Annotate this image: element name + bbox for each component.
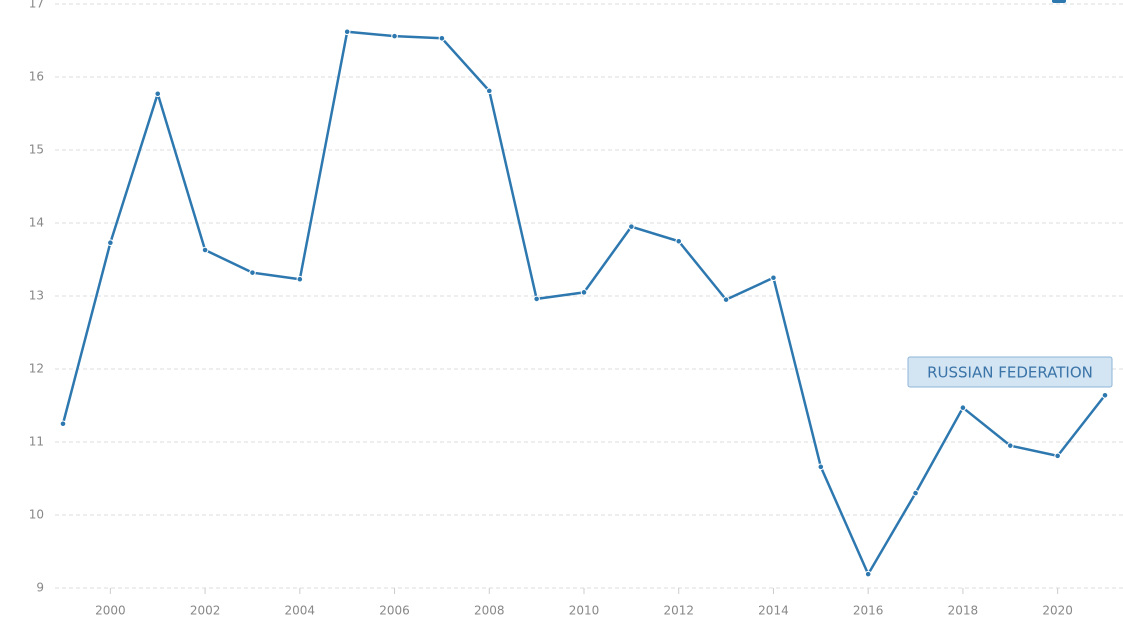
point xyxy=(770,274,777,282)
point xyxy=(959,404,967,411)
x-tick-label: 2004 xyxy=(285,604,316,618)
y-tick-label: 11 xyxy=(29,435,44,449)
series-line xyxy=(61,30,1106,576)
x-tick-label: 2012 xyxy=(663,604,694,618)
x-tick-label: 2006 xyxy=(379,604,410,618)
y-tick-label: 9 xyxy=(36,581,44,595)
point xyxy=(391,32,398,40)
point xyxy=(1054,452,1061,460)
point xyxy=(485,87,493,95)
point xyxy=(722,296,730,303)
x-tick-label: 2016 xyxy=(853,604,884,618)
y-tick-label: 12 xyxy=(29,362,44,376)
point xyxy=(59,420,67,428)
x-tick-label: 2000 xyxy=(95,604,126,618)
y-tick-label: 10 xyxy=(29,508,44,522)
point xyxy=(107,239,114,247)
y-tick-label: 13 xyxy=(29,289,44,303)
x-tick-label: 2008 xyxy=(474,604,505,618)
point xyxy=(580,289,588,296)
legend-icon xyxy=(1052,0,1066,3)
x-tick-label: 2018 xyxy=(948,604,979,618)
y-tick-label: 14 xyxy=(29,216,44,230)
x-tick-label: 2014 xyxy=(758,604,789,618)
y-tick-label: 15 xyxy=(29,143,44,157)
point xyxy=(201,246,209,254)
point xyxy=(438,35,446,42)
point xyxy=(912,489,919,497)
point xyxy=(296,275,304,283)
y-tick-label: 17 xyxy=(29,0,44,11)
x-tick-label: 2020 xyxy=(1042,604,1073,618)
x-tick-label: 2010 xyxy=(569,604,600,618)
point xyxy=(864,570,872,578)
x-tick-label: 2002 xyxy=(190,604,221,618)
point xyxy=(817,463,825,471)
series-label-box xyxy=(907,356,1113,388)
point xyxy=(628,223,635,230)
point xyxy=(154,90,162,98)
point xyxy=(675,237,683,245)
point xyxy=(343,28,351,36)
point xyxy=(249,269,256,276)
y-tick-label: 16 xyxy=(29,70,44,84)
series-label-text: RUSSIAN FEDERATION xyxy=(927,364,1093,382)
point xyxy=(533,295,540,303)
point xyxy=(1101,391,1109,399)
series-label: RUSSIAN FEDERATION xyxy=(907,356,1113,388)
point xyxy=(1006,442,1014,449)
